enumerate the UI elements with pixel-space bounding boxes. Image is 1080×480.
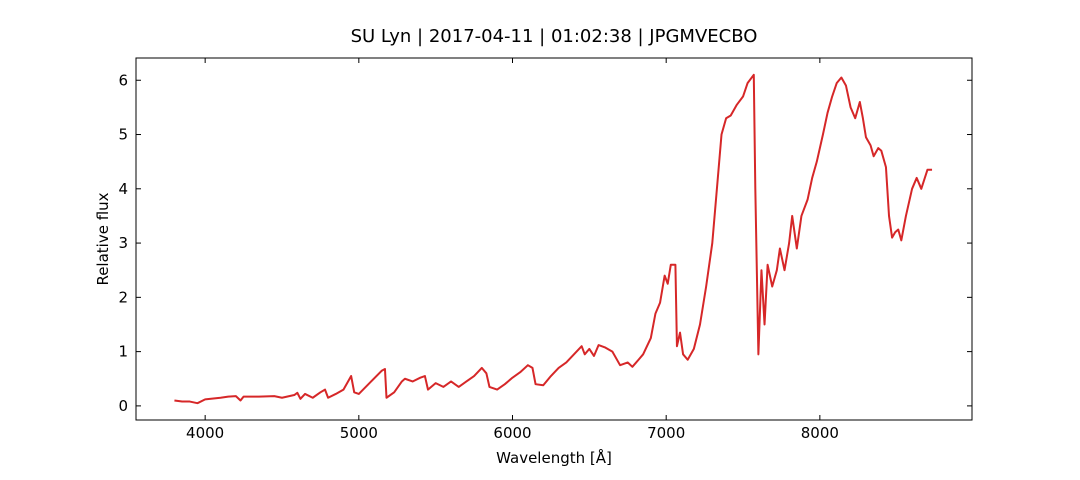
spectrum-line xyxy=(174,73,933,405)
y-tick-label: 4 xyxy=(118,180,128,198)
y-tick-label: 6 xyxy=(118,71,128,89)
x-tick-label: 8000 xyxy=(801,424,839,442)
y-tick-label: 5 xyxy=(118,126,128,144)
y-tick-label: 0 xyxy=(118,397,128,415)
chart-title: SU Lyn | 2017-04-11 | 01:02:38 | JPGMVEC… xyxy=(351,26,758,47)
y-tick-label: 3 xyxy=(118,234,128,252)
x-tick-label: 7000 xyxy=(647,424,685,442)
x-tick-label: 6000 xyxy=(493,424,531,442)
x-axis-label: Wavelength [Å] xyxy=(496,448,612,467)
y-tick-label: 2 xyxy=(118,288,128,306)
x-tick-label: 5000 xyxy=(340,424,378,442)
plot-frame xyxy=(135,57,973,421)
x-tick-label: 4000 xyxy=(186,424,224,442)
y-axis-label: Relative flux xyxy=(94,192,112,285)
y-tick-label: 1 xyxy=(118,343,128,361)
